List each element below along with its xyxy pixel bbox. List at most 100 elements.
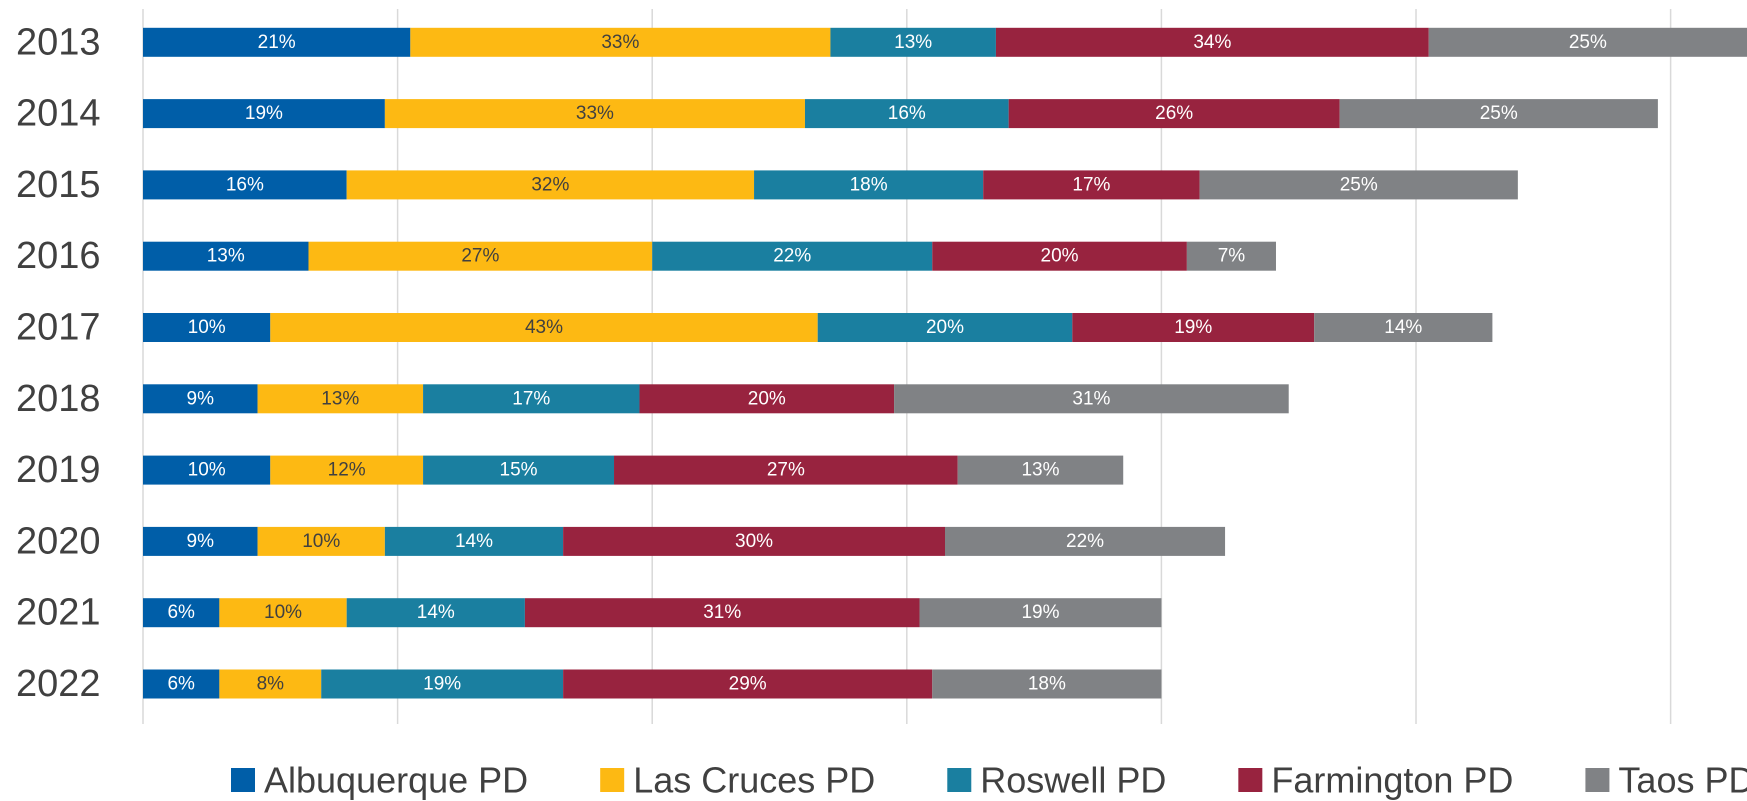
bar-segment bbox=[894, 384, 1289, 414]
data-label: 10% bbox=[188, 460, 226, 481]
bar-segment bbox=[423, 455, 615, 485]
legend-swatch bbox=[1238, 768, 1263, 792]
data-label: 16% bbox=[888, 103, 926, 124]
bar-segment bbox=[983, 170, 1200, 200]
bar-segment bbox=[423, 384, 640, 414]
y-tick-label: 2015 bbox=[16, 164, 101, 206]
bar-segment bbox=[957, 455, 1124, 485]
bar-segment bbox=[143, 170, 347, 200]
bar-segment bbox=[384, 99, 805, 129]
data-label: 33% bbox=[601, 32, 639, 53]
data-label: 9% bbox=[187, 388, 215, 409]
data-label: 25% bbox=[1480, 103, 1518, 124]
data-label: 14% bbox=[417, 602, 455, 623]
data-label: 32% bbox=[531, 174, 569, 195]
data-label: 26% bbox=[1155, 103, 1193, 124]
data-label: 20% bbox=[1041, 246, 1079, 267]
bar-segment bbox=[143, 669, 220, 699]
data-label: 8% bbox=[257, 674, 285, 695]
data-label: 10% bbox=[264, 602, 302, 623]
data-label: 34% bbox=[1193, 32, 1231, 53]
data-label: 12% bbox=[328, 460, 366, 481]
bar-segment bbox=[524, 598, 920, 628]
bar-segment bbox=[143, 313, 271, 342]
bar-segment bbox=[257, 384, 424, 414]
data-label: 14% bbox=[1384, 317, 1422, 338]
data-label: 25% bbox=[1569, 32, 1607, 53]
bar-segment bbox=[1199, 170, 1518, 200]
bar-segment bbox=[219, 598, 347, 628]
data-label: 7% bbox=[1218, 246, 1246, 267]
bar-segment bbox=[143, 598, 220, 628]
bar-segment bbox=[1339, 99, 1658, 129]
y-tick-label: 2013 bbox=[16, 21, 101, 63]
data-label: 13% bbox=[1021, 460, 1059, 481]
data-label: 19% bbox=[245, 103, 283, 124]
bar-segment bbox=[830, 27, 996, 57]
bar-segment bbox=[308, 241, 653, 271]
bar-segment bbox=[321, 669, 564, 699]
data-label: 6% bbox=[167, 674, 195, 695]
bar-segment bbox=[754, 170, 984, 200]
data-label: 31% bbox=[1072, 388, 1110, 409]
data-label: 9% bbox=[187, 531, 215, 552]
data-label: 43% bbox=[525, 317, 563, 338]
bar-segment bbox=[270, 455, 424, 485]
data-label: 22% bbox=[1066, 531, 1104, 552]
legend-label: Roswell PD bbox=[980, 760, 1166, 801]
y-tick-label: 2014 bbox=[16, 93, 101, 135]
data-label: 10% bbox=[302, 531, 340, 552]
bar-segment bbox=[1428, 27, 1747, 57]
data-label: 22% bbox=[773, 246, 811, 267]
data-label: 30% bbox=[735, 531, 773, 552]
legend-label: Farmington PD bbox=[1271, 760, 1513, 801]
y-tick-label: 2016 bbox=[16, 235, 101, 277]
bar-segment bbox=[919, 598, 1162, 628]
bar-segment bbox=[1072, 313, 1315, 342]
legend-label: Las Cruces PD bbox=[633, 760, 875, 801]
legend-label: Albuquerque PD bbox=[264, 760, 528, 801]
data-label: 29% bbox=[729, 674, 767, 695]
bar-segment bbox=[563, 526, 945, 556]
data-label: 10% bbox=[188, 317, 226, 338]
data-label: 17% bbox=[1072, 174, 1110, 195]
data-label: 21% bbox=[258, 32, 296, 53]
bar-segment bbox=[257, 526, 385, 556]
bar-segment bbox=[804, 99, 1009, 129]
bar-segment bbox=[346, 170, 755, 200]
bar-segment bbox=[143, 241, 309, 271]
bar-segment bbox=[932, 241, 1187, 271]
data-label: 13% bbox=[894, 32, 932, 53]
bar-segment bbox=[563, 669, 933, 699]
bar-segment bbox=[384, 526, 564, 556]
y-tick-label: 2017 bbox=[16, 307, 101, 349]
data-label: 27% bbox=[767, 460, 805, 481]
bar-segment bbox=[1008, 99, 1340, 129]
data-label: 18% bbox=[850, 174, 888, 195]
legend-swatch bbox=[947, 768, 972, 792]
data-label: 31% bbox=[703, 602, 741, 623]
data-label: 17% bbox=[512, 388, 550, 409]
data-label: 18% bbox=[1028, 674, 1066, 695]
data-label: 14% bbox=[455, 531, 493, 552]
bar-segment bbox=[639, 384, 895, 414]
bar-segment bbox=[143, 384, 258, 414]
data-label: 19% bbox=[1021, 602, 1059, 623]
bar-segment bbox=[219, 669, 322, 699]
y-tick-label: 2022 bbox=[16, 663, 101, 705]
data-label: 13% bbox=[207, 246, 245, 267]
bar-segment bbox=[1314, 313, 1493, 342]
bar-segment bbox=[143, 27, 411, 57]
data-label: 20% bbox=[748, 388, 786, 409]
bar-segment bbox=[995, 27, 1429, 57]
bar-segment bbox=[614, 455, 958, 485]
data-label: 13% bbox=[321, 388, 359, 409]
bar-segment bbox=[270, 313, 818, 342]
data-label: 27% bbox=[461, 246, 499, 267]
bar-segment bbox=[143, 455, 271, 485]
bar-segment bbox=[346, 598, 525, 628]
bar-segment bbox=[410, 27, 831, 57]
bar-segment bbox=[143, 526, 258, 556]
